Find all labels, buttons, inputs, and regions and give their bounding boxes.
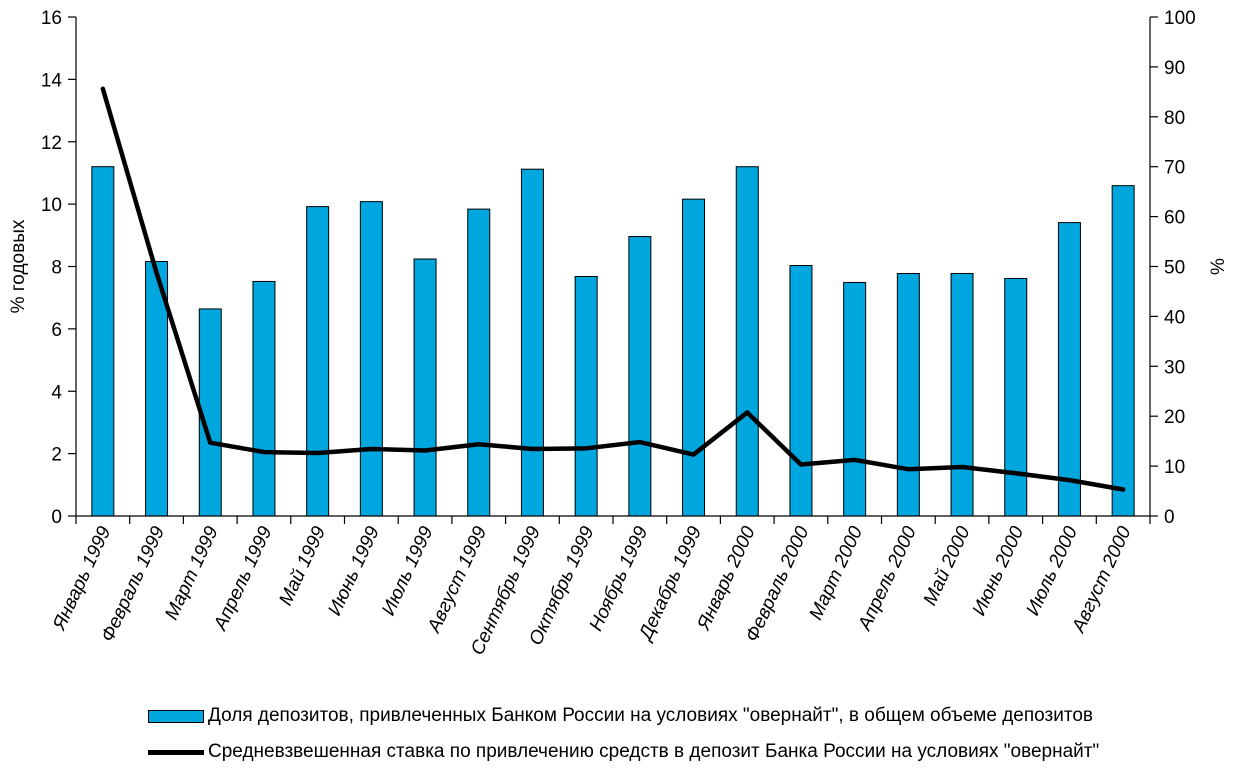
line-point (370, 448, 372, 450)
bar (789, 265, 813, 517)
category-label: Апрель 2000 (854, 523, 921, 635)
bar (735, 166, 759, 517)
y-tick-label-right: 40 (1164, 307, 1185, 328)
bar (896, 272, 920, 517)
line-point (1068, 479, 1070, 481)
line-point (317, 452, 319, 454)
y-tick-label-right: 50 (1164, 258, 1185, 279)
line-point (1015, 472, 1017, 474)
y-tick-label-left: 16 (41, 8, 62, 29)
line-point (746, 411, 748, 413)
bar (843, 281, 867, 517)
y-tick-label-left: 6 (51, 320, 62, 341)
line-point (639, 441, 641, 443)
bar (682, 198, 706, 517)
y-tick-label-left: 12 (41, 133, 62, 154)
y-tick-label-right: 30 (1164, 357, 1185, 378)
y-axis-title-right: % (1208, 258, 1229, 275)
line-point (693, 454, 695, 456)
category-label: Апрель 1999 (210, 523, 277, 635)
y-tick-label-left: 14 (41, 70, 63, 91)
y-axis-title-left: % годовых (8, 219, 29, 313)
category-label: Июль 2000 (1022, 523, 1082, 619)
bar (252, 280, 276, 517)
bar (1111, 185, 1135, 517)
legend-line-swatch (148, 749, 204, 755)
y-tick-label-right: 20 (1164, 407, 1185, 428)
line-point (102, 88, 104, 90)
y-tick-label-right: 0 (1164, 507, 1175, 528)
category-label: Июнь 1999 (324, 523, 384, 619)
y-tick-label-right: 80 (1164, 108, 1185, 129)
bar (1004, 277, 1028, 517)
line-point (156, 272, 158, 274)
line-point (424, 450, 426, 452)
y-tick-label-right: 70 (1164, 158, 1185, 179)
legend-line-label: Средневзвешенная ставка по привлечению с… (208, 741, 1100, 762)
y-tick-label-left: 0 (51, 507, 62, 528)
bar (306, 206, 330, 517)
bar (91, 166, 115, 517)
y-tick-label-right: 10 (1164, 457, 1185, 478)
bar (413, 258, 437, 517)
category-label: Май 2000 (920, 523, 975, 609)
line-point (800, 464, 802, 466)
line-point (209, 442, 211, 444)
y-tick-label-left: 10 (41, 195, 62, 216)
y-tick-label-right: 100 (1164, 8, 1196, 29)
line-point (585, 447, 587, 449)
legend-item-line-series: Средневзвешенная ставка по привлечению с… (140, 738, 1240, 766)
line-point (961, 466, 963, 468)
bar (628, 236, 652, 517)
category-label: Март 2000 (806, 523, 868, 623)
legend-bar-label: Доля депозитов, привлеченных Банком Росс… (208, 705, 1093, 726)
bar (950, 272, 974, 517)
bar (467, 208, 491, 517)
bar (520, 168, 544, 517)
combo-chart: 02468101214160102030405060708090100Январ… (8, 8, 1229, 658)
line-point (907, 468, 909, 470)
line-point (531, 448, 533, 450)
line-series (100, 86, 1126, 492)
y-tick-label-left: 4 (51, 382, 62, 403)
bar (359, 201, 383, 517)
y-tick-label-left: 2 (51, 445, 62, 466)
y-tick-label-right: 60 (1164, 208, 1185, 229)
category-label: Июнь 2000 (969, 523, 1029, 619)
y-tick-label-right: 90 (1164, 58, 1185, 79)
bar (574, 275, 598, 517)
line-point (854, 459, 856, 461)
bar (1057, 222, 1081, 517)
category-label: Июль 1999 (378, 523, 438, 619)
line-point (263, 451, 265, 453)
line-point (478, 443, 480, 445)
y-tick-label-left: 8 (51, 258, 62, 279)
legend-bar-swatch (148, 709, 204, 723)
category-label: Май 1999 (275, 523, 330, 609)
line-point (1122, 488, 1124, 490)
legend-item-bar-series: Доля депозитов, привлеченных Банком Росс… (140, 702, 1240, 730)
category-label: Март 1999 (161, 523, 223, 623)
